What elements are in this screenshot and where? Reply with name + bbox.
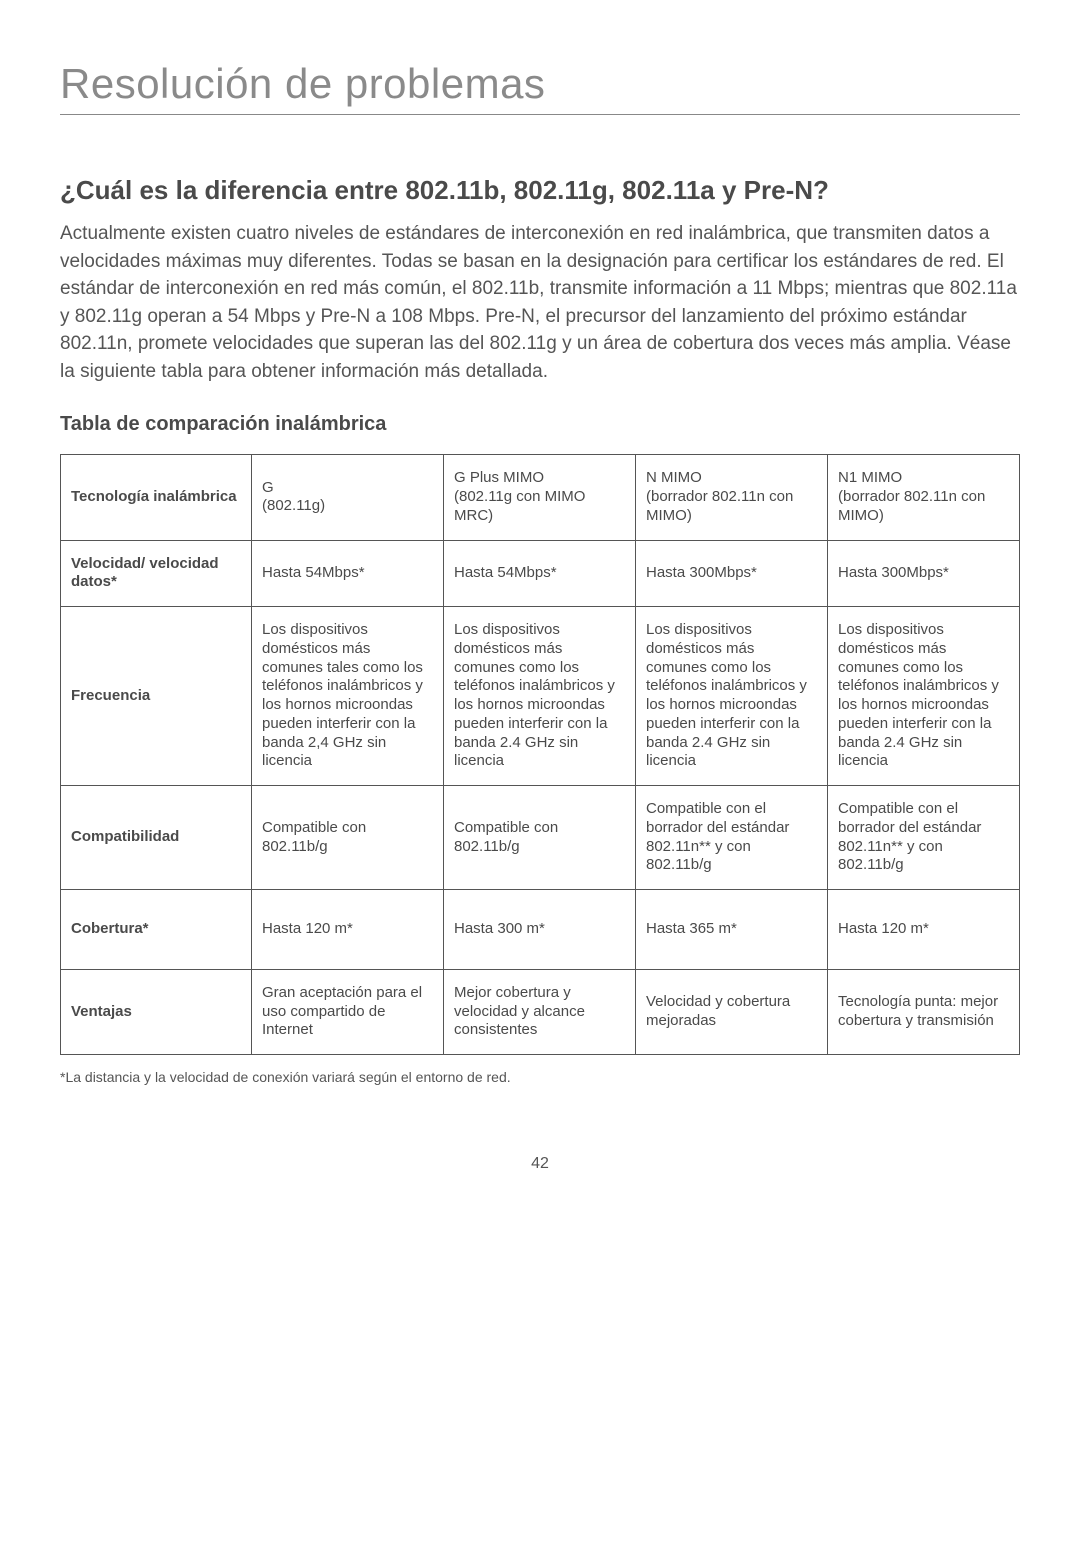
table-cell: Hasta 54Mbps* <box>444 540 636 607</box>
table-row: Cobertura* Hasta 120 m* Hasta 300 m* Has… <box>61 890 1020 970</box>
table-cell: Compatible con 802.11b/g <box>252 786 444 890</box>
table-cell: Gran aceptación para el uso compartido d… <box>252 969 444 1054</box>
table-cell: N1 MIMO (borrador 802.11n con MIMO) <box>828 455 1020 540</box>
row-header-freq: Frecuencia <box>61 607 252 786</box>
section-title: ¿Cuál es la diferencia entre 802.11b, 80… <box>60 175 1020 206</box>
table-cell: Compatible con 802.11b/g <box>444 786 636 890</box>
table-cell: Mejor cobertura y velocidad y alcance co… <box>444 969 636 1054</box>
table-cell: Velocidad y cobertura mejoradas <box>636 969 828 1054</box>
row-header-coverage: Cobertura* <box>61 890 252 970</box>
table-cell: Hasta 300Mbps* <box>636 540 828 607</box>
table-caption: Tabla de comparación inalámbrica <box>60 413 1020 436</box>
page-number: 42 <box>60 1155 1020 1173</box>
row-header-speed: Velocidad/ velocidad datos* <box>61 540 252 607</box>
comparison-table: Tecnología inalámbrica G (802.11g) G Plu… <box>60 454 1020 1055</box>
table-cell: Hasta 365 m* <box>636 890 828 970</box>
table-row: Ventajas Gran aceptación para el uso com… <box>61 969 1020 1054</box>
table-cell: Compatible con el borrador del estándar … <box>636 786 828 890</box>
table-row: Tecnología inalámbrica G (802.11g) G Plu… <box>61 455 1020 540</box>
table-cell: N MIMO (borrador 802.11n con MIMO) <box>636 455 828 540</box>
table-row: Compatibilidad Compatible con 802.11b/g … <box>61 786 1020 890</box>
table-cell: Compatible con el borrador del estándar … <box>828 786 1020 890</box>
table-cell: Hasta 300Mbps* <box>828 540 1020 607</box>
table-row: Frecuencia Los dispositivos domésticos m… <box>61 607 1020 786</box>
table-cell: Los dispositivos domésticos más comunes … <box>252 607 444 786</box>
row-header-compat: Compatibilidad <box>61 786 252 890</box>
table-cell: Hasta 120 m* <box>252 890 444 970</box>
table-cell: Tecnología punta: mejor cobertura y tran… <box>828 969 1020 1054</box>
table-cell: Los dispositivos domésticos más comunes … <box>636 607 828 786</box>
table-cell: Los dispositivos domésticos más comunes … <box>828 607 1020 786</box>
table-cell: G Plus MIMO (802.11g con MIMO MRC) <box>444 455 636 540</box>
table-cell: G (802.11g) <box>252 455 444 540</box>
table-cell: Hasta 120 m* <box>828 890 1020 970</box>
row-header-adv: Ventajas <box>61 969 252 1054</box>
page-title: Resolución de problemas <box>60 60 1020 115</box>
table-cell: Los dispositivos domésticos más comunes … <box>444 607 636 786</box>
table-cell: Hasta 54Mbps* <box>252 540 444 607</box>
table-cell: Hasta 300 m* <box>444 890 636 970</box>
intro-paragraph: Actualmente existen cuatro niveles de es… <box>60 220 1020 385</box>
footnote: *La distancia y la velocidad de conexión… <box>60 1069 1020 1085</box>
row-header-tech: Tecnología inalámbrica <box>61 455 252 540</box>
table-row: Velocidad/ velocidad datos* Hasta 54Mbps… <box>61 540 1020 607</box>
